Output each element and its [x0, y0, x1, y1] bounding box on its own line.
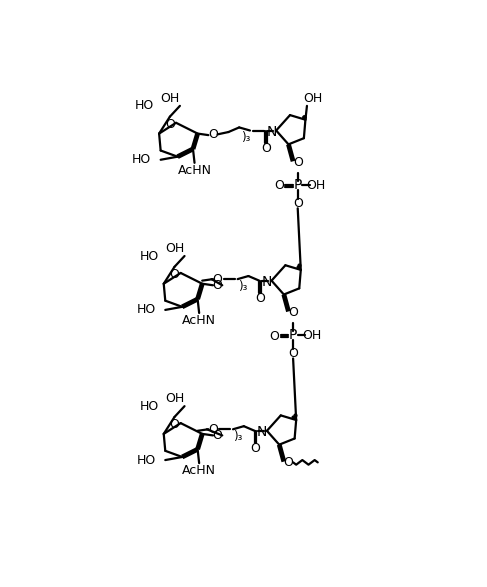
Text: HO: HO — [135, 99, 154, 112]
Text: AcHN: AcHN — [178, 164, 211, 177]
Text: P: P — [294, 178, 302, 192]
Text: HO: HO — [137, 303, 156, 316]
Text: O: O — [283, 456, 293, 469]
Text: OH: OH — [303, 92, 323, 106]
Text: O: O — [270, 329, 280, 343]
Text: O: O — [213, 272, 223, 286]
Text: OH: OH — [307, 178, 326, 192]
Text: O: O — [274, 180, 284, 193]
Text: O: O — [208, 128, 218, 141]
Text: O: O — [255, 292, 265, 305]
Text: AcHN: AcHN — [182, 464, 216, 477]
Text: AcHN: AcHN — [182, 314, 216, 327]
Text: O: O — [293, 197, 302, 210]
Text: )₃: )₃ — [241, 131, 250, 144]
Text: HO: HO — [140, 400, 159, 413]
Text: O: O — [250, 442, 260, 455]
Text: OH: OH — [165, 242, 184, 255]
Text: O: O — [288, 306, 298, 319]
Text: N: N — [266, 125, 277, 139]
Text: OH: OH — [165, 392, 184, 405]
Text: )₃: )₃ — [233, 430, 243, 443]
Text: HO: HO — [140, 249, 159, 262]
Text: O: O — [165, 118, 175, 131]
Text: O: O — [213, 279, 223, 292]
Text: O: O — [293, 156, 302, 168]
Text: HO: HO — [132, 153, 151, 166]
Text: )₃: )₃ — [238, 279, 247, 292]
Text: N: N — [257, 426, 267, 439]
Text: O: O — [213, 429, 223, 442]
Text: O: O — [288, 348, 298, 360]
Text: HO: HO — [137, 454, 156, 467]
Text: O: O — [169, 268, 179, 281]
Text: P: P — [289, 328, 297, 342]
Text: OH: OH — [302, 329, 321, 342]
Text: N: N — [262, 275, 272, 289]
Text: OH: OH — [160, 92, 180, 104]
Text: O: O — [261, 141, 271, 155]
Text: O: O — [169, 418, 179, 431]
Text: O: O — [208, 423, 218, 436]
